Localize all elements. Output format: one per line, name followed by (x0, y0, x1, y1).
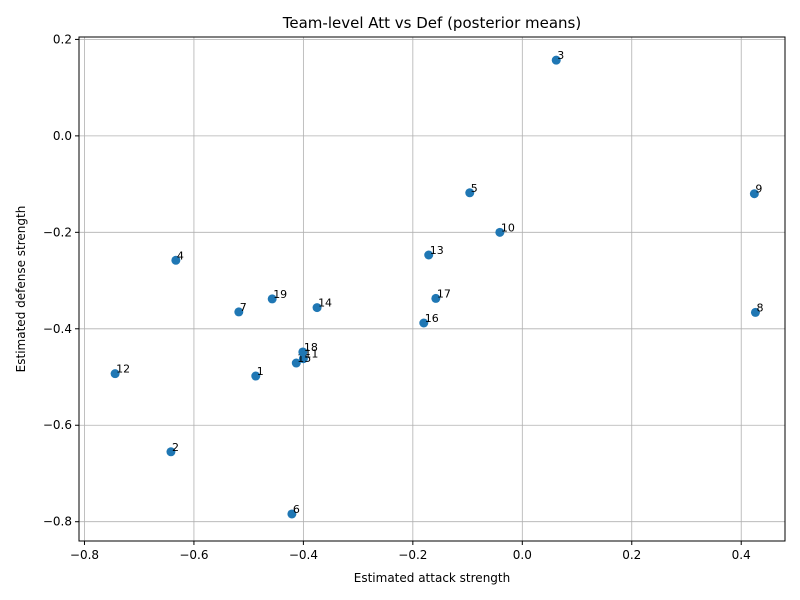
data-point (465, 188, 475, 198)
data-point (110, 369, 120, 379)
data-point (495, 227, 505, 237)
data-point (166, 447, 176, 457)
data-point-label: 4 (177, 249, 184, 262)
x-tick-label: 0.2 (622, 548, 641, 562)
data-point (287, 509, 297, 519)
y-tick-label: 0.2 (53, 32, 72, 46)
data-point (251, 371, 261, 381)
chart-title: Team-level Att vs Def (posterior means) (282, 14, 581, 32)
data-point-label: 5 (471, 182, 478, 195)
grid-layer (79, 37, 785, 541)
data-point (298, 347, 308, 357)
x-tick-label: 0.0 (513, 548, 532, 562)
x-tick-label: 0.4 (732, 548, 751, 562)
data-point (749, 189, 759, 199)
y-axis-label: Estimated defense strength (14, 206, 28, 373)
data-point-label: 9 (755, 183, 762, 196)
data-point-label: 7 (240, 301, 247, 314)
y-tick-label: 0.0 (53, 129, 72, 143)
data-point (298, 354, 308, 364)
x-tick-label: −0.6 (179, 548, 208, 562)
data-point (234, 307, 244, 317)
data-point (291, 358, 301, 368)
x-axis-label: Estimated attack strength (354, 571, 510, 585)
data-point-label: 16 (425, 312, 439, 325)
data-point-label: 10 (501, 221, 515, 234)
data-point-label: 12 (116, 363, 130, 376)
data-point-label: 1 (257, 365, 264, 378)
y-tick-label: −0.8 (43, 515, 72, 529)
data-point-label: 14 (318, 297, 332, 310)
data-point-label: 11 (304, 348, 318, 361)
y-tick-label: −0.4 (43, 322, 72, 336)
data-point (551, 55, 561, 65)
data-point (431, 293, 441, 303)
data-point-label: 18 (304, 341, 318, 354)
data-point (424, 250, 434, 260)
data-point (419, 318, 429, 328)
data-point-label: 6 (293, 503, 300, 516)
data-point-label: 2 (172, 441, 179, 454)
data-point-label: 3 (557, 49, 564, 62)
y-tick-label: −0.6 (43, 418, 72, 432)
data-point-label: 8 (756, 301, 763, 314)
x-tick-label: −0.4 (289, 548, 318, 562)
data-point-label: 13 (430, 244, 444, 257)
x-tick-label: −0.8 (70, 548, 99, 562)
x-tick-label: −0.2 (398, 548, 427, 562)
data-point-label: 19 (273, 288, 287, 301)
data-point (312, 303, 322, 313)
data-point (267, 294, 277, 304)
plot-frame (78, 36, 786, 542)
data-point (171, 255, 181, 265)
y-tick-label: −0.2 (43, 225, 72, 239)
data-point (750, 307, 760, 317)
data-point-label: 17 (437, 287, 451, 300)
ticks-layer: −0.8 −0.6 −0.4 −0.2 0.0 0.2 0.4 −0.8 −0.6 −0.4 −0.… (43, 32, 751, 562)
